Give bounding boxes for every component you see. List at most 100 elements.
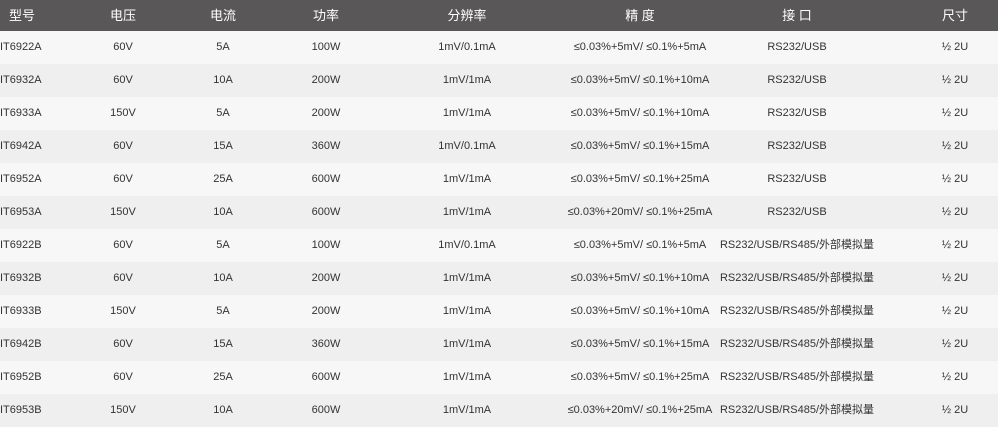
- cell-resolution: 1mV/1mA: [442, 206, 492, 218]
- header-accuracy: 精 度: [625, 8, 655, 23]
- cell-accuracy: ≤0.03%+5mV/ ≤0.1%+15mA: [570, 338, 710, 350]
- cell-size: ½ 2U: [941, 173, 969, 185]
- table-row: IT6933A 150V 5A 200W 1mV/1mA ≤0.03%+5mV/ ≤0.1…: [0, 97, 998, 130]
- cell-interface: RS232/USB: [767, 41, 827, 53]
- cell-accuracy: ≤0.03%+5mV/ ≤0.1%+10mA: [570, 107, 710, 119]
- cell-size: ½ 2U: [941, 206, 969, 218]
- cell-interface: RS232/USB/RS485/外部模拟量: [719, 272, 875, 284]
- cell-power: 200W: [311, 107, 341, 119]
- table-row: IT6932B 60V 10A 200W 1mV/1mA ≤0.03%+5mV/ ≤0.1…: [0, 262, 998, 295]
- cell-voltage: 60V: [113, 173, 133, 185]
- cell-voltage: 60V: [113, 140, 133, 152]
- cell-size: ½ 2U: [941, 371, 969, 383]
- cell-resolution: 1mV/1mA: [442, 173, 492, 185]
- cell-resolution: 1mV/0.1mA: [438, 140, 496, 152]
- table-row: IT6953A 150V 10A 600W 1mV/1mA ≤0.03%+20mV/ ≤0…: [0, 196, 998, 229]
- cell-resolution: 1mV/0.1mA: [438, 239, 496, 251]
- cell-resolution: 1mV/1mA: [442, 305, 492, 317]
- cell-current: 10A: [213, 272, 233, 284]
- cell-model: IT6932A: [0, 74, 42, 86]
- cell-resolution: 1mV/0.1mA: [438, 41, 496, 53]
- cell-power: 100W: [311, 239, 341, 251]
- cell-interface: RS232/USB/RS485/外部模拟量: [719, 239, 875, 251]
- cell-interface: RS232/USB: [767, 74, 827, 86]
- cell-power: 600W: [311, 371, 341, 383]
- cell-current: 5A: [216, 107, 230, 119]
- table-row: IT6942A 60V 15A 360W 1mV/0.1mA ≤0.03%+5mV/ ≤0…: [0, 130, 998, 163]
- cell-size: ½ 2U: [941, 338, 969, 350]
- cell-interface: RS232/USB/RS485/外部模拟量: [719, 305, 875, 317]
- table-row: IT6922B 60V 5A 100W 1mV/0.1mA ≤0.03%+5mV/ ≤0.…: [0, 229, 998, 262]
- cell-power: 100W: [311, 41, 341, 53]
- cell-accuracy: ≤0.03%+5mV/ ≤0.1%+10mA: [570, 272, 710, 284]
- cell-resolution: 1mV/1mA: [442, 107, 492, 119]
- cell-current: 25A: [213, 173, 233, 185]
- cell-current: 5A: [216, 239, 230, 251]
- cell-model: IT6932B: [0, 272, 42, 284]
- table-row: IT6953B 150V 10A 600W 1mV/1mA ≤0.03%+20mV/ ≤0…: [0, 394, 998, 427]
- table-row: IT6932A 60V 10A 200W 1mV/1mA ≤0.03%+5mV/ ≤0.1…: [0, 64, 998, 97]
- cell-voltage: 60V: [113, 272, 133, 284]
- cell-current: 10A: [213, 404, 233, 416]
- cell-power: 360W: [311, 140, 341, 152]
- table-row: IT6922A 60V 5A 100W 1mV/0.1mA ≤0.03%+5mV/ ≤0.…: [0, 31, 998, 64]
- cell-size: ½ 2U: [941, 107, 969, 119]
- header-power: 功率: [312, 8, 340, 23]
- cell-power: 200W: [311, 74, 341, 86]
- cell-model: IT6922B: [0, 239, 42, 251]
- cell-accuracy: ≤0.03%+5mV/ ≤0.1%+25mA: [570, 371, 710, 383]
- cell-resolution: 1mV/1mA: [442, 404, 492, 416]
- cell-power: 360W: [311, 338, 341, 350]
- cell-interface: RS232/USB/RS485/外部模拟量: [719, 338, 875, 350]
- header-current: 电流: [209, 8, 237, 23]
- table-header: 型号 电压 电流 功率 分辨率 精 度 接 口 尺寸: [0, 0, 998, 31]
- cell-resolution: 1mV/1mA: [442, 272, 492, 284]
- cell-power: 600W: [311, 404, 341, 416]
- cell-voltage: 60V: [113, 338, 133, 350]
- cell-power: 200W: [311, 272, 341, 284]
- cell-voltage: 60V: [113, 41, 133, 53]
- table-row: IT6952B 60V 25A 600W 1mV/1mA ≤0.03%+5mV/ ≤0.1…: [0, 361, 998, 394]
- cell-accuracy: ≤0.03%+5mV/ ≤0.1%+10mA: [570, 305, 710, 317]
- cell-model: IT6922A: [0, 41, 42, 53]
- cell-model: IT6933A: [0, 107, 42, 119]
- cell-accuracy: ≤0.03%+5mV/ ≤0.1%+5mA: [573, 41, 707, 53]
- cell-accuracy: ≤0.03%+20mV/ ≤0.1%+25mA: [567, 404, 713, 416]
- cell-interface: RS232/USB: [767, 206, 827, 218]
- table-row: IT6933B 150V 5A 200W 1mV/1mA ≤0.03%+5mV/ ≤0.1…: [0, 295, 998, 328]
- cell-current: 15A: [213, 338, 233, 350]
- cell-power: 200W: [311, 305, 341, 317]
- cell-voltage: 60V: [113, 239, 133, 251]
- cell-size: ½ 2U: [941, 272, 969, 284]
- cell-accuracy: ≤0.03%+5mV/ ≤0.1%+25mA: [570, 173, 710, 185]
- cell-interface: RS232/USB: [767, 173, 827, 185]
- cell-resolution: 1mV/1mA: [442, 338, 492, 350]
- cell-size: ½ 2U: [941, 140, 969, 152]
- cell-accuracy: ≤0.03%+5mV/ ≤0.1%+15mA: [570, 140, 710, 152]
- header-size: 尺寸: [941, 8, 969, 23]
- cell-model: IT6942B: [0, 338, 42, 350]
- cell-interface: RS232/USB/RS485/外部模拟量: [719, 404, 875, 416]
- cell-interface: RS232/USB: [767, 140, 827, 152]
- cell-resolution: 1mV/1mA: [442, 74, 492, 86]
- cell-model: IT6953B: [0, 404, 42, 416]
- cell-size: ½ 2U: [941, 239, 969, 251]
- cell-resolution: 1mV/1mA: [442, 371, 492, 383]
- cell-voltage: 150V: [110, 206, 136, 218]
- header-interface: 接 口: [782, 8, 812, 23]
- cell-current: 15A: [213, 140, 233, 152]
- cell-size: ½ 2U: [941, 74, 969, 86]
- cell-size: ½ 2U: [941, 305, 969, 317]
- cell-current: 10A: [213, 74, 233, 86]
- cell-current: 25A: [213, 371, 233, 383]
- cell-interface: RS232/USB: [767, 107, 827, 119]
- cell-voltage: 150V: [110, 305, 136, 317]
- cell-accuracy: ≤0.03%+5mV/ ≤0.1%+10mA: [570, 74, 710, 86]
- cell-accuracy: ≤0.03%+20mV/ ≤0.1%+25mA: [567, 206, 713, 218]
- header-voltage: 电压: [109, 8, 137, 23]
- cell-current: 5A: [216, 41, 230, 53]
- cell-model: IT6952B: [0, 371, 42, 383]
- cell-power: 600W: [311, 206, 341, 218]
- cell-model: IT6933B: [0, 305, 42, 317]
